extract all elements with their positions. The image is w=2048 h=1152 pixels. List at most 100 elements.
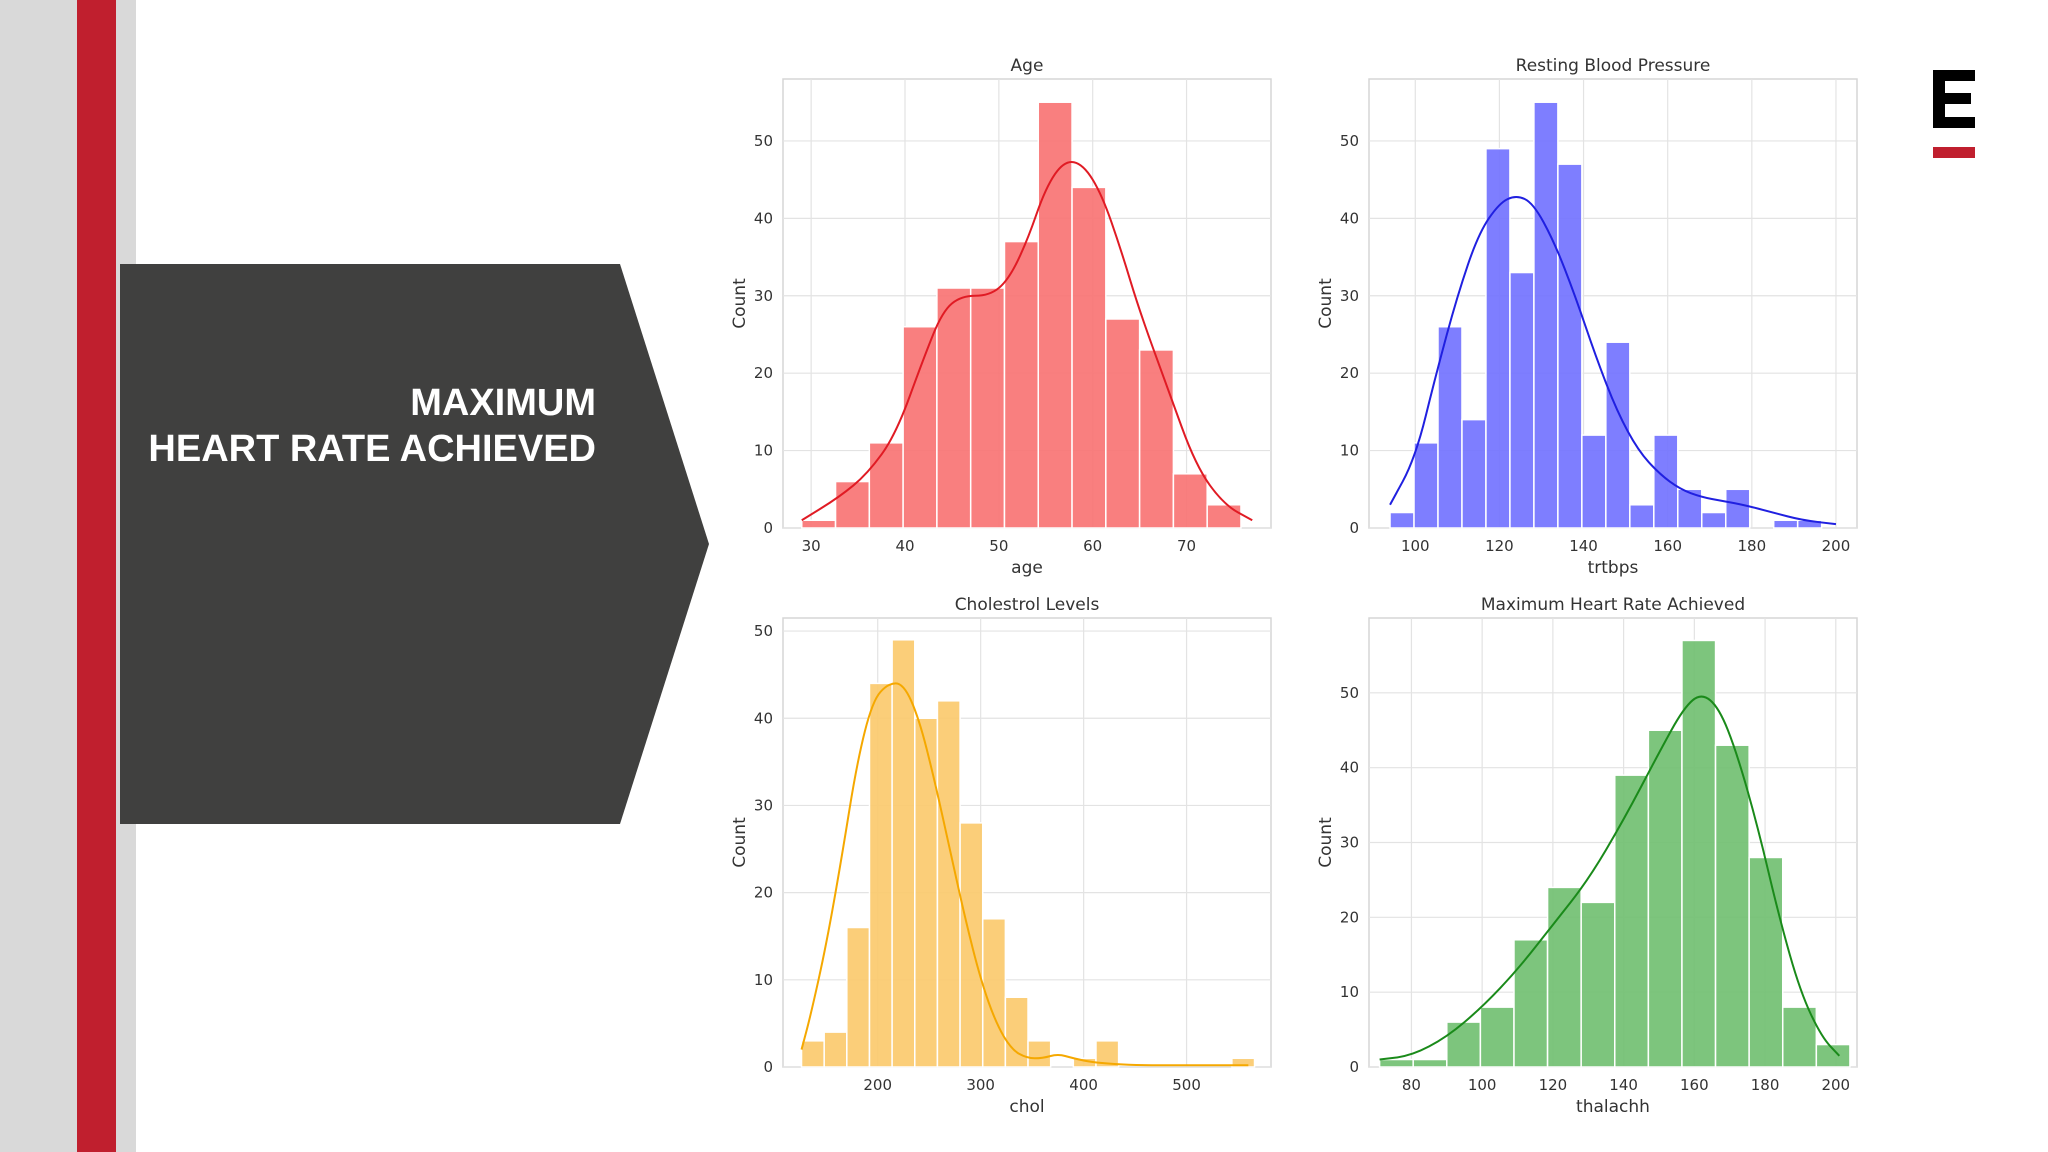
y-tick-label: 10 [754, 442, 773, 460]
histogram-bar [1714, 744, 1750, 1068]
x-tick-label: 140 [1609, 1076, 1638, 1094]
y-tick-label: 10 [1340, 983, 1359, 1001]
histogram-bar [969, 287, 1006, 529]
histogram-bar [1580, 901, 1616, 1068]
y-axis-label: Count [1316, 278, 1336, 329]
y-tick-label: 50 [1340, 132, 1359, 150]
slide-title-line-2: HEART RATE ACHIEVED [148, 428, 596, 470]
y-tick-label: 40 [754, 709, 773, 727]
histogram-bar [1071, 186, 1107, 529]
y-tick-label: 0 [763, 1058, 773, 1076]
chart-title: Age [1011, 56, 1044, 76]
histogram-bar [1614, 774, 1650, 1068]
x-tick-label: 200 [1822, 537, 1851, 555]
y-tick-label: 30 [754, 287, 773, 305]
histogram-bar [1095, 1040, 1120, 1068]
x-tick-label: 140 [1569, 537, 1598, 555]
histogram-bar [1037, 101, 1073, 529]
histogram-bar [1653, 434, 1679, 529]
chart-title: Cholestrol Levels [955, 595, 1100, 615]
histogram-bar [1629, 504, 1655, 529]
histogram-bar [1461, 418, 1487, 529]
histogram-bar [1772, 519, 1799, 529]
x-tick-label: 40 [895, 537, 914, 555]
y-tick-label: 30 [1340, 287, 1359, 305]
histogram-bar [936, 287, 972, 529]
y-tick-label: 40 [1340, 209, 1359, 227]
histogram-bar [823, 1031, 848, 1068]
x-tick-label: 180 [1751, 1076, 1780, 1094]
x-tick-label: 200 [1821, 1076, 1850, 1094]
histogram-bar [801, 519, 837, 529]
y-tick-label: 30 [1340, 834, 1359, 852]
y-tick-label: 50 [1340, 684, 1359, 702]
x-tick-label: 120 [1539, 1076, 1568, 1094]
x-tick-label: 80 [1402, 1076, 1421, 1094]
histogram-bar [891, 639, 916, 1068]
histogram-bar [1557, 163, 1583, 529]
histogram-bar [1138, 349, 1175, 529]
histogram-bar [902, 325, 938, 529]
x-tick-label: 400 [1069, 1076, 1098, 1094]
histogram-bar [1513, 939, 1549, 1068]
y-tick-label: 20 [754, 884, 773, 902]
histogram-bar [1677, 488, 1703, 529]
x-tick-label: 120 [1485, 537, 1514, 555]
histogram-bar [1027, 1040, 1052, 1068]
histogram-bar [1533, 101, 1559, 529]
x-tick-label: 30 [802, 537, 821, 555]
x-tick-label: 180 [1738, 537, 1767, 555]
histogram-bar [1546, 886, 1582, 1068]
chart-title: Maximum Heart Rate Achieved [1481, 595, 1745, 615]
x-tick-label: 60 [1083, 537, 1102, 555]
histogram-bar [1412, 1058, 1448, 1068]
histogram-bar [1105, 318, 1141, 529]
histogram-bar [1413, 442, 1439, 529]
histogram-bar [1003, 240, 1040, 529]
histogram-bar [834, 480, 871, 529]
x-axis-label: chol [1009, 1097, 1044, 1117]
histogram-bar [1389, 511, 1415, 529]
histogram-bar [1378, 1058, 1414, 1068]
y-tick-label: 20 [1340, 364, 1359, 382]
histogram-bar [1479, 1006, 1515, 1068]
y-axis-label: Count [730, 278, 750, 329]
x-tick-label: 160 [1653, 537, 1682, 555]
kde-line [800, 682, 1249, 1067]
x-tick-label: 160 [1680, 1076, 1709, 1094]
slide-title: MAXIMUM HEART RATE ACHIEVED [140, 380, 596, 472]
histogram-bar [1446, 1021, 1482, 1068]
x-axis-label: age [1011, 558, 1043, 578]
x-tick-label: 500 [1172, 1076, 1201, 1094]
y-tick-label: 30 [754, 796, 773, 814]
y-tick-label: 0 [1349, 519, 1359, 537]
histogram-bar [1172, 473, 1208, 529]
histogram-bar [1206, 504, 1242, 529]
x-tick-label: 70 [1177, 537, 1196, 555]
histogram-bar [1724, 488, 1751, 529]
histogram-bar [868, 682, 893, 1068]
chart-thalachh: 80 100 120 140 160 180 200 0 10 20 30 40 50 Maximum H… [1316, 595, 1858, 1117]
y-tick-label: 50 [754, 132, 773, 150]
side-red-stripe [77, 0, 116, 1152]
histogram-bar [1509, 271, 1535, 529]
histogram-bar [914, 717, 939, 1068]
histogram-bar [1815, 1043, 1851, 1068]
histogram-bar [1581, 434, 1607, 529]
histogram-bar [1701, 511, 1727, 529]
chart-chol: 200 300 400 500 0 10 20 30 40 50 Cholestrol Levels… [730, 595, 1272, 1117]
x-tick-label: 300 [966, 1076, 995, 1094]
y-tick-label: 10 [1340, 442, 1359, 460]
x-tick-label: 100 [1468, 1076, 1497, 1094]
chart-title: Resting Blood Pressure [1516, 56, 1711, 76]
x-axis-label: thalachh [1576, 1097, 1650, 1117]
histogram-bar [1647, 729, 1683, 1068]
histogram-bar [1231, 1057, 1256, 1068]
chart-trtbps: 100 120 140 160 180 200 0 10 20 30 40 50 Resting Blo… [1316, 56, 1858, 578]
histogram-bar [1004, 996, 1029, 1068]
y-tick-label: 20 [1340, 908, 1359, 926]
histogram-bar [1605, 341, 1631, 529]
kde-line [1379, 695, 1841, 1061]
histogram-bar [868, 442, 904, 529]
